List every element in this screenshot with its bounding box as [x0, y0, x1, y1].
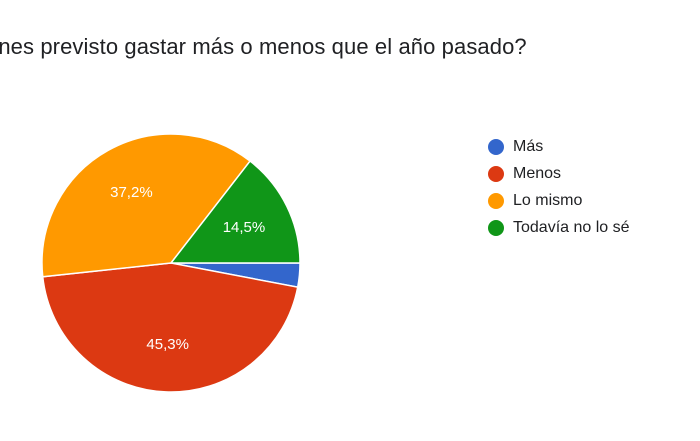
legend-swatch-menos: [488, 165, 504, 182]
chart-legend: Más Menos Lo mismo Todavía no lo sé: [488, 133, 630, 241]
slice-label-todavia-no-lo-se: 14,5%: [223, 219, 266, 236]
legend-label-todavia-no-lo-se: Todavía no lo sé: [513, 218, 630, 236]
legend-label-lo-mismo: Lo mismo: [513, 191, 583, 209]
legend-item-todavia-no-lo-se: Todavía no lo sé: [488, 214, 630, 241]
pie-slice-todavia-no-lo-se: [169, 160, 301, 264]
legend-item-menos: Menos: [488, 160, 630, 187]
legend-label-mas: Más: [513, 137, 544, 155]
legend-swatch-todavia-no-lo-se: [488, 219, 504, 236]
legend-item-mas: Más: [488, 133, 630, 160]
legend-item-lo-mismo: Lo mismo: [488, 187, 630, 214]
legend-label-menos: Menos: [513, 164, 562, 182]
legend-swatch-lo-mismo: [488, 192, 504, 209]
legend-swatch-mas: [488, 138, 504, 155]
pie-slice-menos: [41, 262, 299, 393]
slice-label-lo-mismo: 37,2%: [110, 184, 153, 201]
slice-label-menos: 45,3%: [146, 336, 189, 353]
question-title: enes previsto gastar más o menos que el …: [0, 34, 527, 59]
pie-slice-lo-mismo: [41, 133, 252, 278]
